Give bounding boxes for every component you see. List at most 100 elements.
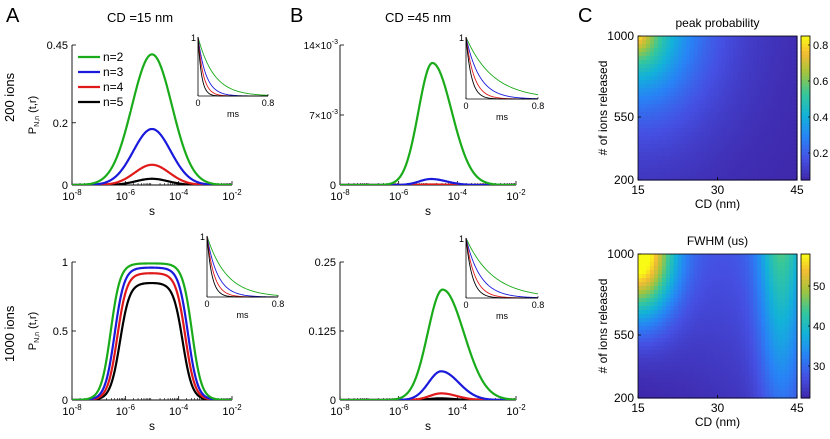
heatmap-x-tick-label: 30	[711, 401, 725, 415]
heatmap-cell	[749, 100, 754, 105]
heatmap-cell	[785, 44, 790, 49]
heatmap-cell	[661, 44, 667, 49]
heatmap-cell	[689, 314, 695, 319]
heatmap-cell	[737, 326, 742, 331]
heatmap-cell	[737, 168, 742, 173]
heatmap-cell	[709, 334, 715, 339]
heatmap-cell	[737, 378, 742, 383]
heatmap-cell	[645, 266, 651, 271]
heatmap-cell	[785, 116, 790, 121]
heatmap-cell	[725, 374, 731, 379]
heatmap-cell	[781, 156, 786, 161]
heatmap-cell	[741, 76, 746, 81]
heatmap-cell	[769, 148, 774, 153]
heatmap-cell	[657, 84, 663, 89]
heatmap-cell	[741, 104, 746, 109]
heatmap-cell	[769, 262, 774, 267]
heatmap-cell	[721, 266, 727, 271]
series-line-n4	[340, 183, 516, 185]
heatmap-cell	[705, 346, 711, 351]
heatmap-cell	[705, 96, 711, 101]
heatmap-cell	[781, 152, 786, 157]
heatmap-cell	[685, 60, 691, 65]
heatmap-cell	[677, 36, 683, 41]
heatmap-cell	[701, 172, 707, 177]
heatmap-cell	[773, 394, 778, 399]
heatmap-cell	[705, 48, 711, 53]
heatmap-cell	[729, 100, 734, 105]
series-line-n2	[72, 53, 232, 185]
heatmap-cell	[677, 96, 683, 101]
heatmap-cell	[661, 40, 667, 45]
heatmap-cell	[709, 52, 715, 57]
heatmap-cell	[709, 346, 715, 351]
heatmap-cell	[757, 374, 762, 379]
heatmap-cell	[717, 148, 723, 153]
heatmap-cell	[677, 100, 683, 105]
heatmap-cell	[717, 100, 723, 105]
heatmap-cell	[641, 48, 647, 53]
heatmap-cell	[761, 378, 766, 383]
heatmap-cell	[777, 52, 782, 57]
heatmap-cell	[717, 36, 723, 41]
heatmap-cell	[777, 306, 782, 311]
heatmap-cell	[765, 172, 770, 177]
heatmap-cell	[737, 354, 742, 359]
heatmap-x-label: CD (nm)	[695, 415, 740, 429]
heatmap-cell	[777, 100, 782, 105]
colorbar-segment	[801, 344, 810, 349]
heatmap-cell	[745, 116, 750, 121]
heatmap-cell	[681, 88, 687, 93]
heatmap-cell	[761, 76, 766, 81]
heatmap-cell	[681, 362, 687, 367]
heatmap-cell	[741, 302, 746, 307]
heatmap-cell	[765, 298, 770, 303]
heatmap-cell	[761, 302, 766, 307]
heatmap-cell	[717, 112, 723, 117]
heatmap-cell	[713, 370, 719, 375]
heatmap-cell	[697, 314, 703, 319]
heatmap-cell	[761, 68, 766, 73]
heatmap-cell	[781, 92, 786, 97]
heatmap-cell	[661, 68, 667, 73]
heatmap-cell	[705, 56, 711, 61]
heatmap-cell	[673, 282, 679, 287]
heatmap-cell	[721, 338, 727, 343]
heatmap-cell	[697, 290, 703, 295]
heatmap-cell	[661, 298, 667, 303]
heatmap-cell	[681, 290, 687, 295]
heatmap-cell	[673, 286, 679, 291]
heatmap-cell	[721, 314, 727, 319]
heatmap-cell	[709, 144, 715, 149]
heatmap-cell	[789, 128, 794, 133]
heatmap-cell	[649, 258, 655, 263]
heatmap-cell	[689, 334, 695, 339]
heatmap-cell	[753, 164, 758, 169]
heatmap-cell	[745, 302, 750, 307]
row-label-200: 200 ions	[2, 72, 17, 122]
heatmap-cell	[741, 310, 746, 315]
heatmap-cell	[685, 56, 691, 61]
heatmap-cell	[638, 382, 643, 387]
heatmap-cell	[709, 172, 715, 177]
heatmap-cell	[785, 80, 790, 85]
heatmap-cell	[693, 314, 699, 319]
heatmap-cell	[773, 108, 778, 113]
heatmap-cell	[761, 358, 766, 363]
heatmap-cell	[665, 80, 671, 85]
heatmap-cell	[701, 164, 707, 169]
heatmap-cell	[733, 254, 738, 259]
heatmap-cell	[681, 374, 687, 379]
heatmap-cell	[769, 64, 774, 69]
heatmap-cell	[709, 286, 715, 291]
heatmap-cell	[757, 334, 762, 339]
heatmap-cell	[638, 164, 643, 169]
heatmap-cell	[653, 148, 659, 153]
heatmap-cell	[653, 80, 659, 85]
heatmap-cell	[721, 254, 727, 259]
heatmap-cell	[717, 274, 723, 279]
heatmap-cell	[733, 76, 738, 81]
heatmap-cell	[669, 60, 675, 65]
heatmap-cell	[773, 80, 778, 85]
heatmap-cell	[665, 342, 671, 347]
